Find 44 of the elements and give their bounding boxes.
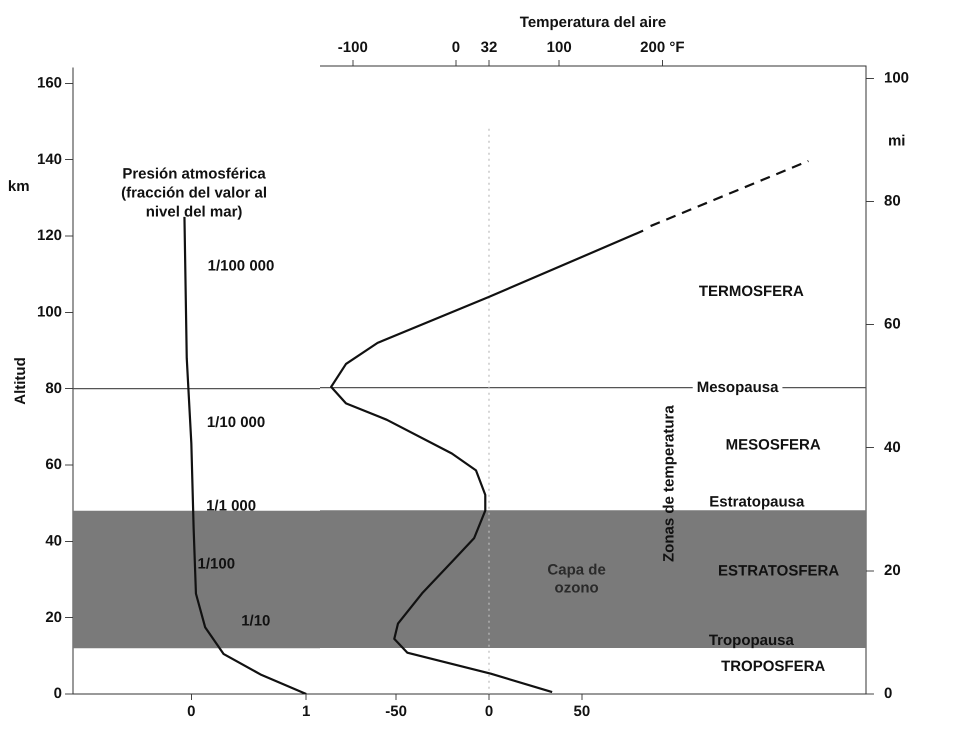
y-tick-label: 0	[54, 685, 62, 702]
y-tick-label: 160	[36, 74, 62, 92]
x-tick-label: -50	[385, 703, 407, 720]
annotation: 1/100 000	[208, 258, 274, 275]
x-tick-label: 0	[484, 703, 494, 720]
annotation: Zonas de temperatura	[660, 404, 678, 562]
annotation: 1/1 000	[206, 497, 256, 514]
annotation: TERMOSFERA	[698, 283, 804, 300]
text: km	[8, 178, 30, 196]
text: Presión atmosférica (fracción del valor al nivel del mar)	[121, 165, 267, 220]
x2-tick-label: 100	[546, 39, 572, 56]
y2-axis-title: mi	[888, 132, 906, 150]
x-tick-label: 50	[574, 703, 590, 720]
y2-tick-label: 0	[884, 685, 892, 702]
x2-axis-title: Temperatura del aire	[520, 14, 666, 32]
y-tick-label: 60	[45, 456, 62, 474]
ref-line-label: Mesopausa	[696, 378, 780, 396]
y-tick-label: 80	[45, 380, 62, 397]
y-tick-label: 20	[45, 608, 62, 626]
y-tick-label: 140	[36, 150, 62, 168]
band-label: Capa de ozono	[547, 561, 606, 596]
annotation: Estratopausa	[709, 494, 805, 511]
annotation: Tropopausa	[708, 632, 794, 649]
y-axis-title: Altitud	[12, 357, 30, 405]
y2-tick-label: 20	[884, 562, 901, 580]
annotation: MESOSFERA	[726, 436, 821, 454]
y-tick-label: 120	[36, 227, 62, 244]
annotation: TROPOSFERA	[721, 658, 826, 676]
x2-tick-label: -100	[338, 39, 368, 56]
y2-tick-label: 80	[884, 192, 901, 210]
annotation: ESTRATOSFERA	[718, 562, 840, 580]
y2-tick-label: 60	[884, 316, 901, 333]
annotation: 1/100	[198, 556, 236, 573]
y2-tick-label: 40	[884, 438, 901, 456]
y-tick-label: 100	[36, 303, 62, 320]
y-tick-label: 40	[45, 532, 62, 550]
x2-tick-label: 32	[480, 39, 498, 56]
x-tick-label: 1	[302, 703, 310, 720]
y2-tick-label: 100	[884, 69, 910, 86]
x-tick-label: 0	[187, 703, 196, 720]
annotation: 1/10	[241, 612, 270, 630]
x2-tick-label: 0	[452, 39, 460, 56]
annotation: 1/10 000	[206, 414, 266, 432]
x2-tick-label: 200 °F	[640, 39, 684, 56]
